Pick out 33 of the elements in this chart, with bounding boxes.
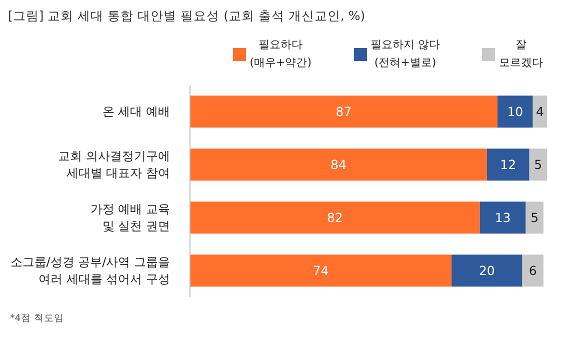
y-tick-label: 온 세대 예배 [102, 104, 170, 118]
data-label: 5 [534, 157, 542, 172]
bar [190, 254, 452, 287]
data-label: 12 [500, 157, 516, 172]
text: 잘 모르겠다 [499, 37, 543, 71]
data-label: 20 [478, 263, 495, 278]
bar [532, 96, 547, 128]
bar [452, 254, 522, 287]
data-label: 13 [494, 210, 511, 226]
bar [486, 148, 530, 181]
bar [480, 202, 526, 234]
data-label: 6 [528, 263, 537, 278]
text: 필요하다 (매우+약간) [250, 37, 312, 71]
bar [522, 254, 544, 287]
bar [190, 202, 480, 234]
data-label: 74 [312, 263, 329, 278]
text: *4점 척도임 [10, 312, 64, 325]
bar [498, 96, 533, 128]
data-label: 10 [507, 104, 524, 120]
data-label: 4 [536, 104, 544, 120]
legend-label: 필요하지 않다 (전혀+별로) [370, 37, 440, 71]
y-tick-label: 소그룹/성경 공부/사역 그룹을 여러 세대를 섞어서 구성 [10, 255, 170, 286]
y-tick-label: 가정 예배 교육 및 실천 권면 [90, 202, 170, 233]
bar [190, 148, 487, 181]
bar [529, 148, 547, 181]
data-label: 82 [326, 210, 343, 226]
bar [526, 202, 544, 234]
data-label: 5 [530, 210, 539, 226]
data-label: 84 [330, 157, 346, 172]
y-tick-label: 교회 의사결정기구에 세대별 대표자 참여 [58, 149, 170, 180]
bar [190, 96, 498, 128]
data-label: 87 [336, 104, 352, 120]
chart-title: [그림] 교회 세대 통합 대안별 필요성 (교회 출석 개신교인, %) [8, 8, 366, 25]
